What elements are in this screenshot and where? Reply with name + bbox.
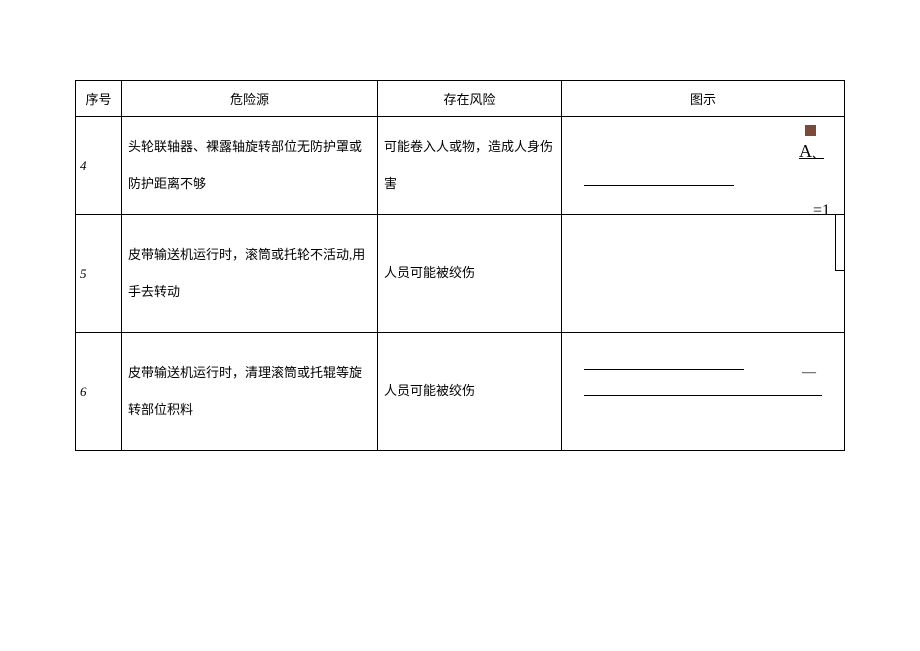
label-a-suffix: 、 xyxy=(812,147,824,161)
table-row: 4 头轮联轴器、裸露轴旋转部位无防护罩或防护距离不够 可能卷入人或物，造成人身伤… xyxy=(76,117,845,215)
eq-text: =1 xyxy=(813,202,830,215)
cell-illus: A、 =1 xyxy=(562,117,845,215)
table-row: 5 皮带输送机运行时，滚筒或托轮不活动,用手去转动 人员可能被绞伤 xyxy=(76,215,845,333)
cell-risk: 人员可能被绞伤 xyxy=(378,215,562,333)
col-header-seq: 序号 xyxy=(76,81,122,117)
cell-risk: 可能卷入人或物，造成人身伤害 xyxy=(378,117,562,215)
illus-content xyxy=(562,215,844,332)
illus-content: — xyxy=(562,333,844,450)
underline-2 xyxy=(584,369,744,370)
col-header-risk: 存在风险 xyxy=(378,81,562,117)
label-a: A、 xyxy=(799,141,824,162)
cell-seq: 6 xyxy=(76,333,122,451)
dash-text: — xyxy=(802,365,816,381)
cell-seq: 5 xyxy=(76,215,122,333)
extra-box xyxy=(835,215,845,271)
col-header-illus: 图示 xyxy=(562,81,845,117)
cell-risk: 人员可能被绞伤 xyxy=(378,333,562,451)
cell-hazard: 头轮联轴器、裸露轴旋转部位无防护罩或防护距离不够 xyxy=(122,117,378,215)
table-row: 6 皮带输送机运行时，清理滚筒或托辊等旋转部位积料 人员可能被绞伤 — xyxy=(76,333,845,451)
label-a-text: A xyxy=(799,141,812,161)
underline-3 xyxy=(584,395,822,396)
cell-hazard: 皮带输送机运行时，清理滚筒或托辊等旋转部位积料 xyxy=(122,333,378,451)
col-header-hazard: 危险源 xyxy=(122,81,378,117)
cell-illus: — xyxy=(562,333,845,451)
cell-seq: 4 xyxy=(76,117,122,215)
illus-content: A、 =1 xyxy=(562,117,844,214)
hazard-table: 序号 危险源 存在风险 图示 4 头轮联轴器、裸露轴旋转部位无防护罩或防护距离不… xyxy=(75,80,845,451)
square-icon xyxy=(805,125,816,136)
cell-hazard: 皮带输送机运行时，滚筒或托轮不活动,用手去转动 xyxy=(122,215,378,333)
underline-1 xyxy=(584,185,734,186)
cell-illus xyxy=(562,215,845,333)
table-header-row: 序号 危险源 存在风险 图示 xyxy=(76,81,845,117)
